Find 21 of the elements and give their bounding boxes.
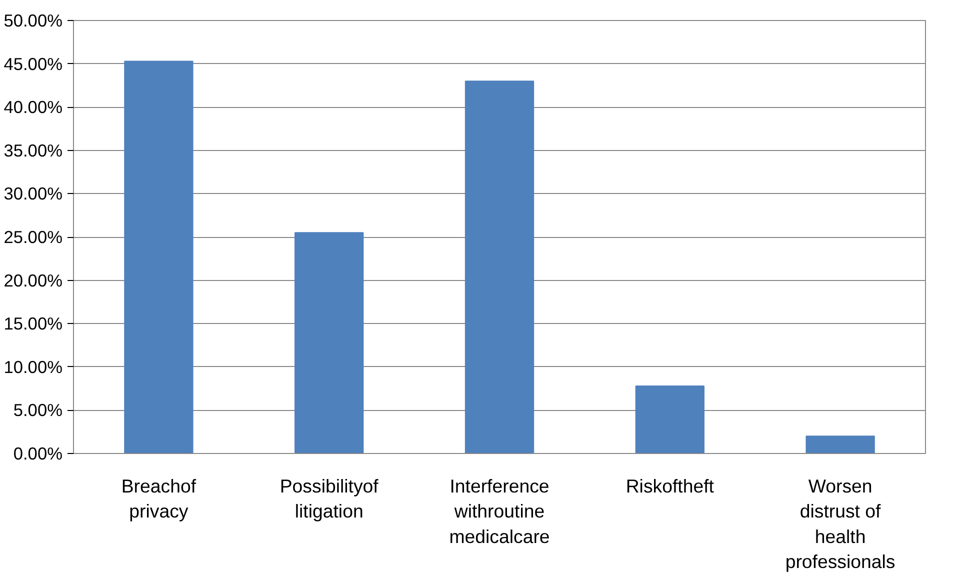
y-tick-label: 25.00% xyxy=(4,227,63,247)
y-tick-label: 10.00% xyxy=(4,356,63,377)
bar xyxy=(124,60,194,454)
y-tick-label: 5.00% xyxy=(13,400,63,420)
y-tick-label: 15.00% xyxy=(4,314,63,334)
y-tick-label: 30.00% xyxy=(4,184,63,204)
x-tick-label: Possibilityof litigation xyxy=(280,476,380,522)
x-tick-label: Interference withroutine medicalcare xyxy=(449,476,550,547)
bar xyxy=(464,80,534,454)
y-tick-label: 45.00% xyxy=(4,54,63,74)
y-tick-label: 20.00% xyxy=(4,270,63,290)
y-tick-label: 35.00% xyxy=(4,140,63,160)
y-tick-label: 40.00% xyxy=(4,97,63,118)
y-tick-label: 0.00% xyxy=(13,444,63,464)
bar xyxy=(806,436,875,454)
bar xyxy=(635,385,704,454)
x-tick-label: Riskoftheft xyxy=(626,476,715,496)
y-tick-label: 50.00% xyxy=(4,10,63,30)
bar xyxy=(294,232,364,454)
x-tick-label: Breachof privacy xyxy=(121,476,197,522)
x-tick-label: Worsen distrust of health professionals xyxy=(785,476,896,572)
